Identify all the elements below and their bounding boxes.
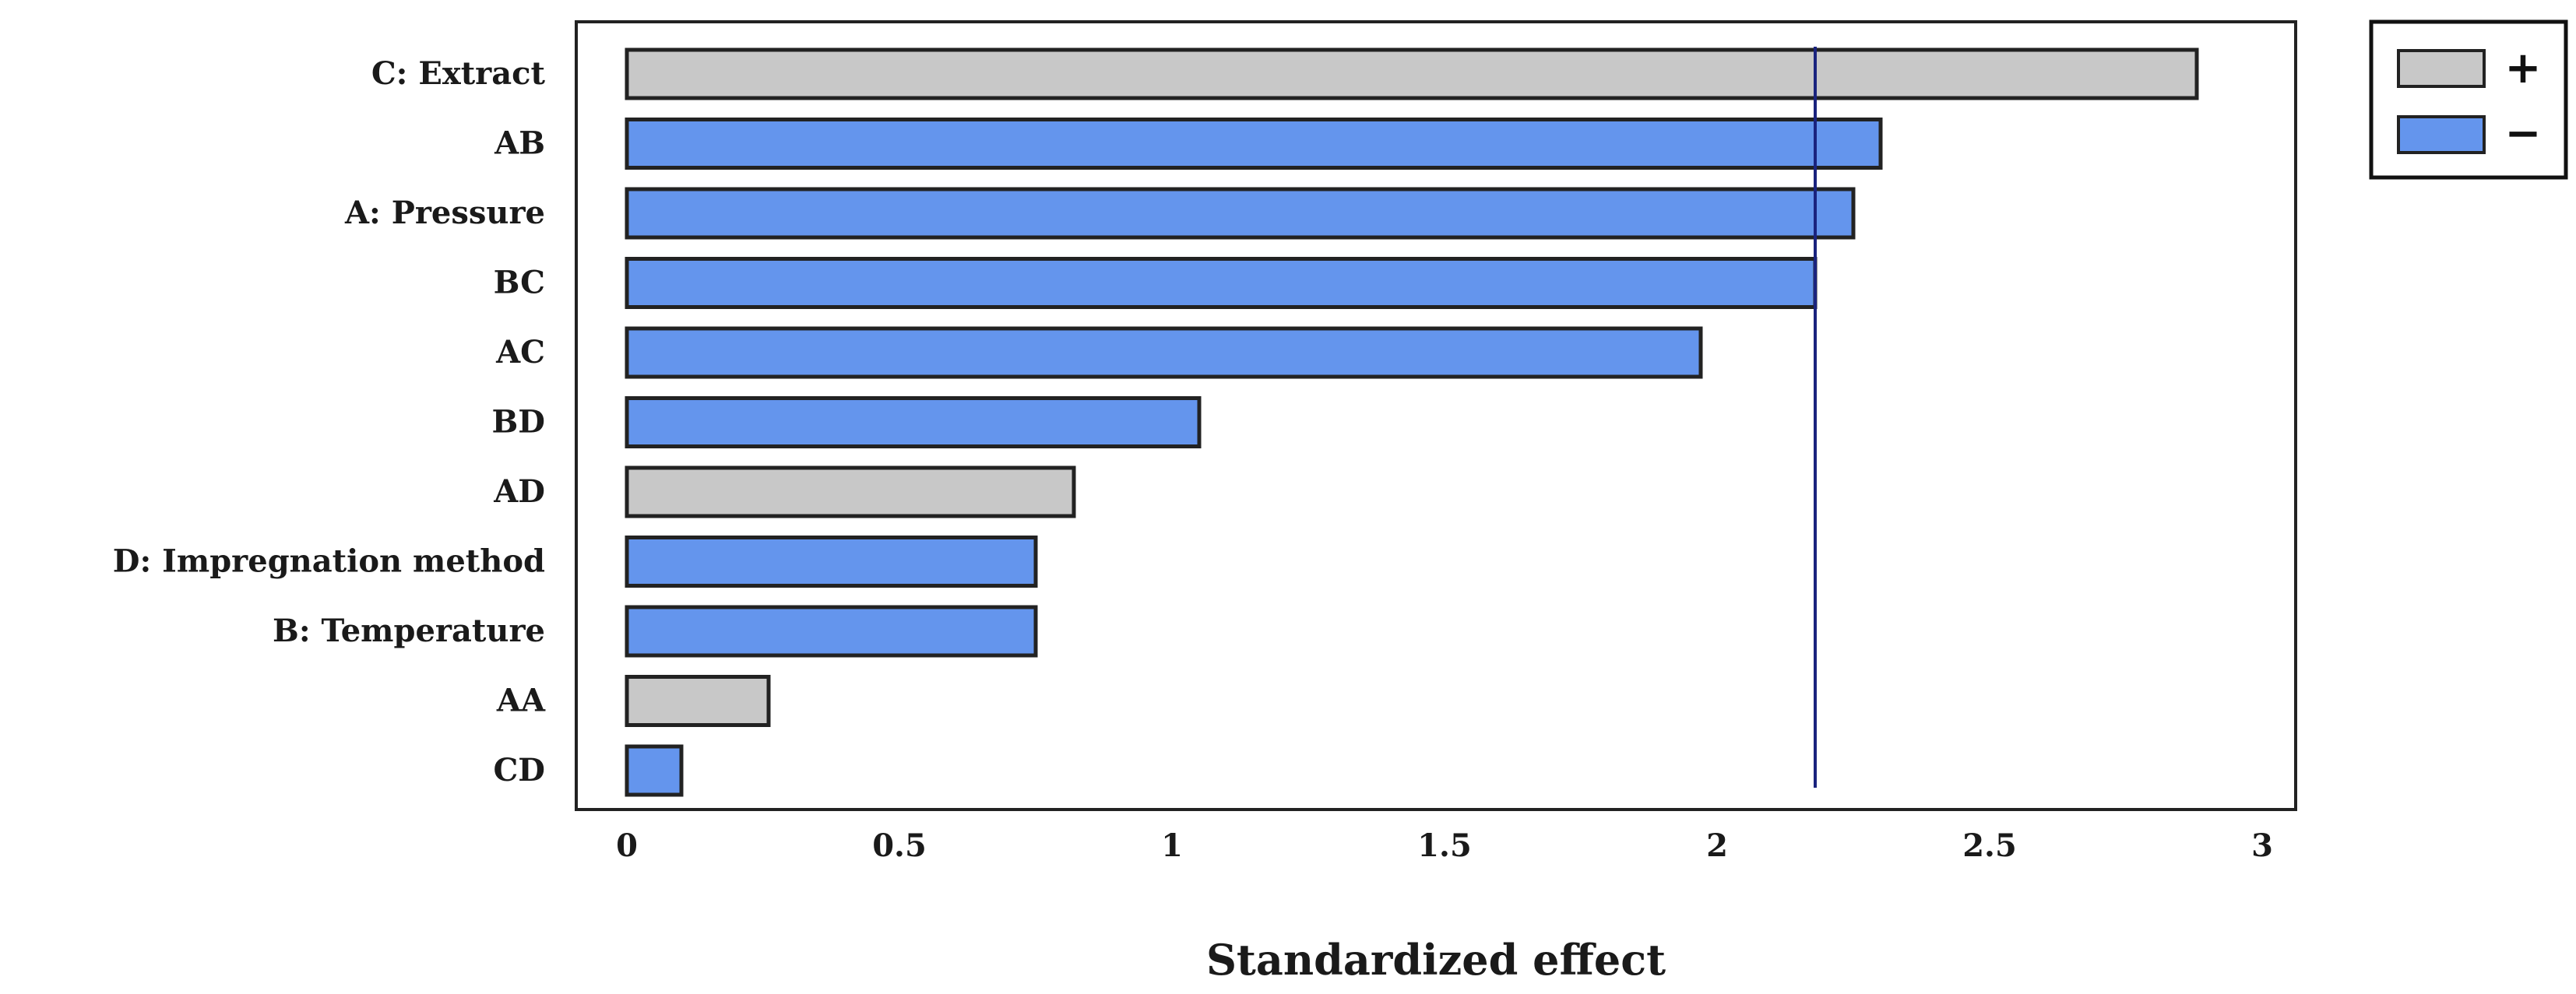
bar-ac [625, 326, 1703, 379]
bar-b-temperature [625, 605, 1038, 658]
bar-ad [625, 465, 1076, 518]
legend-swatch-negative [2397, 115, 2486, 154]
x-tick-label: 1.5 [1417, 827, 1472, 864]
category-label: CD [493, 752, 545, 789]
category-label: B: Temperature [273, 613, 545, 649]
category-label: A: Pressure [344, 195, 545, 231]
x-tick-label: 0 [616, 827, 638, 864]
legend-label-negative: − [2505, 108, 2542, 159]
bar-bd [625, 396, 1202, 448]
x-tick-label: 0.5 [872, 827, 927, 864]
legend-swatch-positive [2397, 49, 2486, 88]
bar-bc [625, 257, 1818, 309]
legend-label-positive: + [2505, 43, 2542, 93]
bars-layer [625, 47, 2199, 797]
bar-aa [625, 675, 771, 727]
category-label: C: Extract [371, 55, 546, 92]
legend: + − [2369, 19, 2568, 180]
x-tick-label: 2.5 [1962, 827, 2017, 864]
x-tick-labels: 0 0.5 1 1.5 2 2.5 3 [616, 827, 2273, 864]
category-label: D: Impregnation method [113, 543, 545, 580]
x-tick-label: 1 [1161, 827, 1183, 864]
category-label: BD [492, 404, 546, 441]
x-axis-title: Standardized effect [1206, 935, 1666, 985]
category-label: AC [495, 334, 545, 371]
category-label: AA [496, 683, 546, 719]
bar-ab [625, 118, 1883, 170]
bar-a-pressure [625, 187, 1856, 240]
x-tick-label: 2 [1706, 827, 1728, 864]
x-tick-label: 3 [2251, 827, 2273, 864]
category-label: BC [494, 265, 545, 301]
category-label: AB [494, 125, 545, 162]
bar-cd [625, 744, 684, 797]
bar-c-extract [625, 47, 2199, 100]
category-labels: C: Extract AB A: Pressure BC AC BD AD D: Impreg… [113, 55, 546, 789]
category-label: AD [493, 473, 545, 510]
bar-d-impregnation-method [625, 536, 1038, 588]
